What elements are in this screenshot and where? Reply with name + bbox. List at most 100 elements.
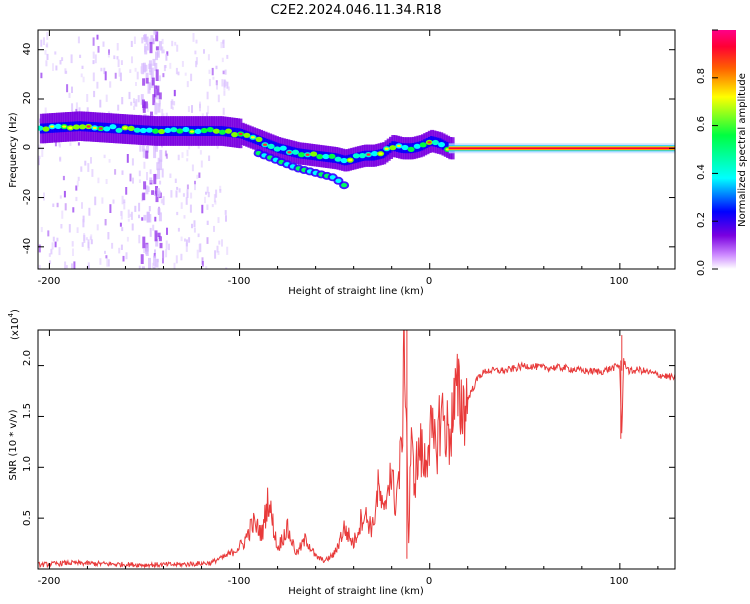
noise-speckle [149, 177, 153, 183]
noise-speckle [119, 222, 122, 227]
spectrogram-xtick-label: 100 [609, 276, 628, 287]
snr-ytick-label: 1.0 [22, 456, 33, 472]
noise-speckle [176, 211, 179, 216]
noise-speckle [223, 90, 226, 96]
noise-speckle [44, 107, 47, 114]
noise-speckle [40, 72, 43, 79]
noise-speckle [155, 140, 158, 152]
noise-speckle [120, 244, 123, 250]
noise-speckle [153, 265, 156, 269]
noise-speckle [44, 50, 47, 55]
noise-speckle [162, 73, 165, 78]
ridge-core [272, 141, 277, 152]
noise-speckle [38, 158, 40, 166]
noise-speckle [216, 35, 219, 42]
noise-speckle [105, 179, 108, 184]
noise-speckle [157, 232, 161, 237]
ridge-blob [322, 153, 330, 160]
noise-speckle [186, 189, 189, 198]
noise-speckle [149, 41, 153, 54]
ridge-blob [225, 128, 232, 134]
noise-speckle [165, 153, 168, 159]
ridge-blob [431, 139, 439, 146]
noise-speckle [138, 179, 141, 183]
noise-speckle [145, 77, 149, 84]
noise-speckle [199, 150, 202, 155]
noise-speckle [148, 60, 152, 72]
ridge-blob [340, 157, 348, 164]
noise-speckle [64, 203, 67, 211]
noise-speckle [109, 204, 112, 213]
noise-speckle [120, 211, 123, 220]
noise-speckle [225, 267, 228, 269]
noise-speckle [173, 89, 176, 97]
noise-speckle [77, 176, 80, 181]
noise-speckle [193, 227, 196, 233]
noise-speckle [143, 248, 146, 253]
noise-speckle [142, 99, 145, 108]
noise-speckle [173, 101, 176, 106]
ridge-peak [98, 127, 103, 130]
noise-speckle [75, 196, 78, 202]
noise-speckle [157, 188, 160, 197]
noise-speckle [184, 238, 186, 242]
noise-speckle [96, 34, 99, 40]
noise-speckle [206, 186, 209, 194]
noise-speckle [220, 42, 223, 49]
noise-speckle [133, 105, 136, 110]
noise-speckle [144, 64, 148, 72]
noise-speckle [131, 158, 134, 166]
noise-speckle [126, 154, 129, 163]
noise-speckle [211, 204, 214, 208]
noise-speckle [66, 84, 69, 93]
noise-speckle [87, 163, 90, 172]
noise-speckle [109, 81, 112, 88]
noise-speckle [154, 216, 157, 222]
noise-speckle [216, 245, 219, 253]
noise-speckle [71, 103, 74, 112]
spectrogram-ytick-label: 40 [22, 43, 33, 56]
ridge-blob [218, 129, 226, 135]
ridge-blob [413, 143, 421, 149]
ridge-blob [42, 126, 50, 132]
noise-speckle [172, 106, 174, 110]
noise-speckle [182, 193, 185, 197]
noise-speckle [201, 261, 204, 267]
ridge-blob [407, 146, 415, 152]
ridge-blob [158, 128, 166, 135]
noise-speckle [160, 199, 163, 204]
noise-speckle [164, 150, 167, 157]
noise-speckle [147, 81, 151, 94]
noise-speckle [99, 258, 102, 265]
noise-speckle [154, 102, 158, 115]
noise-speckle [149, 214, 152, 223]
noise-speckle [61, 57, 64, 61]
noise-speckle [152, 38, 155, 45]
ridge-blob [419, 142, 427, 148]
noise-speckle [52, 203, 55, 207]
noise-speckle [92, 72, 95, 82]
noise-speckle [185, 239, 188, 247]
ridge-core [261, 137, 266, 147]
colorbar-tick-label: 0.2 [696, 212, 707, 228]
noise-speckle [157, 168, 161, 180]
snr-marks [38, 330, 675, 569]
noise-speckle [40, 227, 43, 233]
noise-speckle [142, 236, 146, 249]
noise-speckle [170, 190, 173, 198]
noise-speckle [121, 227, 124, 232]
noise-speckle [64, 68, 67, 74]
ridge-blob [358, 153, 366, 159]
noise-speckle [161, 168, 164, 178]
noise-speckle [159, 159, 163, 171]
noise-speckle [154, 230, 158, 242]
noise-speckle [154, 62, 158, 72]
snr-xlabel: Height of straight line (km) [288, 586, 424, 597]
noise-speckle [180, 253, 183, 261]
ridge-blob [176, 128, 184, 134]
noise-speckle [45, 44, 48, 48]
noise-speckle [105, 94, 108, 102]
noise-speckle [138, 202, 141, 212]
noise-speckle [158, 212, 162, 222]
